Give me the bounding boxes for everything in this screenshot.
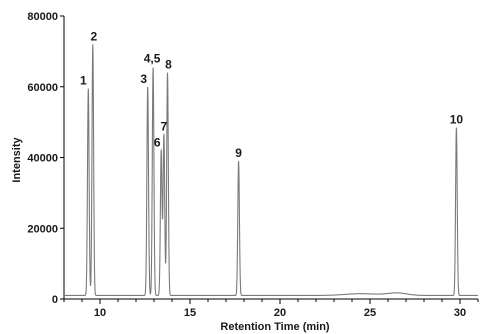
y-tick-label: 60000 [27, 82, 58, 94]
chromatogram-trace [64, 44, 478, 297]
x-tick-label: 30 [454, 307, 466, 319]
y-axis-ticks: 0 20000 40000 60000 80000 [27, 11, 64, 306]
y-tick-label: 0 [52, 294, 58, 306]
peak-label: 9 [235, 146, 242, 160]
peak-label: 1 [80, 74, 87, 88]
x-axis-ticks: 10 15 20 25 30 [63, 299, 479, 319]
x-tick-label: 15 [184, 307, 196, 319]
peak-label: 3 [140, 72, 147, 86]
x-tick-label: 10 [94, 307, 106, 319]
y-axis-title: Intensity [11, 137, 23, 183]
x-tick-label: 25 [364, 307, 376, 319]
peak-label: 2 [90, 29, 97, 43]
peak-label: 6 [154, 135, 161, 149]
x-axis-title: Retention Time (min) [220, 321, 330, 333]
y-tick-label: 80000 [27, 11, 58, 23]
peak-label: 10 [450, 112, 464, 126]
y-tick-label: 20000 [27, 223, 58, 235]
peak-label: 4,5 [144, 51, 161, 65]
x-tick-label: 20 [274, 307, 286, 319]
y-tick-label: 40000 [27, 153, 58, 165]
axes [63, 16, 478, 300]
peak-labels: 1 2 3 4,5 67 8 9 10 [80, 29, 463, 160]
peak-label: 8 [165, 58, 172, 72]
peak-label: 7 [161, 120, 168, 134]
